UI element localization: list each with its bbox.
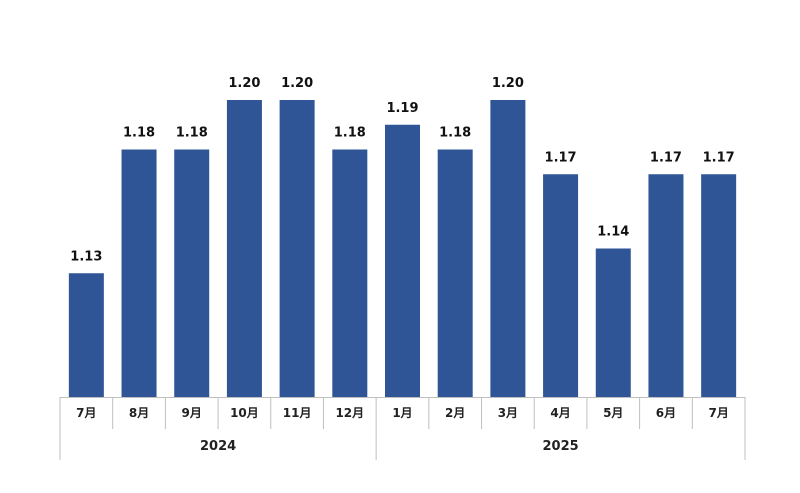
bar-2 <box>174 149 210 397</box>
value-label-11: 1.17 <box>650 150 682 165</box>
bar-7 <box>437 149 473 397</box>
value-label-10: 1.14 <box>597 225 629 240</box>
labels-layer: 1.13 1.18 1.18 1.20 1.20 1.18 1.19 1.18 1.20 1.17… <box>70 76 734 454</box>
month-label-6: 1月 <box>392 406 412 420</box>
value-label-0: 1.13 <box>70 249 102 264</box>
bar-11 <box>648 174 684 397</box>
month-label-2: 9月 <box>182 406 202 420</box>
value-label-6: 1.19 <box>386 101 418 116</box>
bar-3 <box>226 100 262 397</box>
bar-1 <box>121 149 157 397</box>
month-label-9: 4月 <box>550 406 570 420</box>
bar-12 <box>701 174 737 397</box>
bar-5 <box>332 149 368 397</box>
value-label-8: 1.20 <box>492 76 524 91</box>
bar-9 <box>543 174 579 397</box>
month-label-8: 3月 <box>498 406 518 420</box>
month-label-0: 7月 <box>76 406 96 420</box>
month-label-4: 11月 <box>283 406 312 420</box>
value-label-12: 1.17 <box>703 150 735 165</box>
value-label-3: 1.20 <box>228 76 260 91</box>
bar-6 <box>385 124 420 397</box>
year-label-2025: 2025 <box>542 439 578 454</box>
month-label-5: 12月 <box>335 406 364 420</box>
year-label-2024: 2024 <box>200 439 236 454</box>
category-axis <box>59 397 746 460</box>
bar-10 <box>595 248 631 397</box>
month-label-7: 2月 <box>445 406 465 420</box>
value-label-9: 1.17 <box>545 150 577 165</box>
bar-8 <box>490 100 526 397</box>
month-label-1: 8月 <box>129 406 149 420</box>
value-label-4: 1.20 <box>281 76 313 91</box>
bars-layer <box>68 100 737 397</box>
bar-0 <box>68 273 104 397</box>
month-label-12: 7月 <box>708 406 728 420</box>
month-label-11: 6月 <box>656 406 676 420</box>
value-label-5: 1.18 <box>334 126 366 141</box>
month-label-10: 5月 <box>603 406 623 420</box>
value-label-7: 1.18 <box>439 126 471 141</box>
bar-4 <box>279 100 315 397</box>
month-label-3: 10月 <box>230 406 259 420</box>
value-label-1: 1.18 <box>123 126 155 141</box>
value-label-2: 1.18 <box>176 126 208 141</box>
